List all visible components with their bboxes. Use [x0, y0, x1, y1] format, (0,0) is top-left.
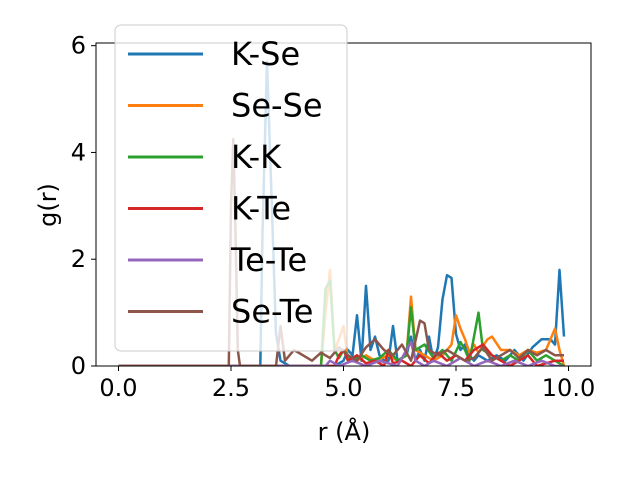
- x-tick-label: 0.0: [99, 374, 137, 402]
- x-tick-label: 10.0: [542, 374, 595, 402]
- y-tick-label: 4: [71, 138, 86, 166]
- legend: K-Se Se-Se K-K K-Te Te-Te Se-Te: [114, 24, 348, 352]
- x-tick-label: 2.5: [212, 374, 250, 402]
- legend-entry-label: K-K: [231, 138, 282, 176]
- legend-entry-label: Te-Te: [230, 241, 307, 279]
- x-axis-label: r (Å): [318, 417, 371, 446]
- series-line-te-te: [118, 340, 564, 366]
- y-tick-label: 0: [71, 352, 86, 380]
- series-line-k-te: [118, 343, 564, 366]
- y-axis-label: g(r): [34, 183, 62, 227]
- x-tick-label: 7.5: [437, 374, 475, 402]
- legend-entry-label: K-Se: [231, 35, 300, 73]
- series-line-se-te: [118, 137, 564, 366]
- legend-entry-label: Se-Se: [231, 87, 323, 125]
- y-tick-label: 6: [71, 32, 86, 60]
- y-tick-label: 2: [71, 245, 86, 273]
- legend-entry-label: Se-Te: [231, 293, 313, 331]
- x-axis-ticks: 0.0 2.5 5.0 7.5 10.0: [99, 366, 595, 402]
- x-tick-label: 5.0: [324, 374, 362, 402]
- y-axis-ticks: 0 2 4 6: [71, 32, 96, 380]
- legend-entry-label: K-Te: [231, 190, 291, 228]
